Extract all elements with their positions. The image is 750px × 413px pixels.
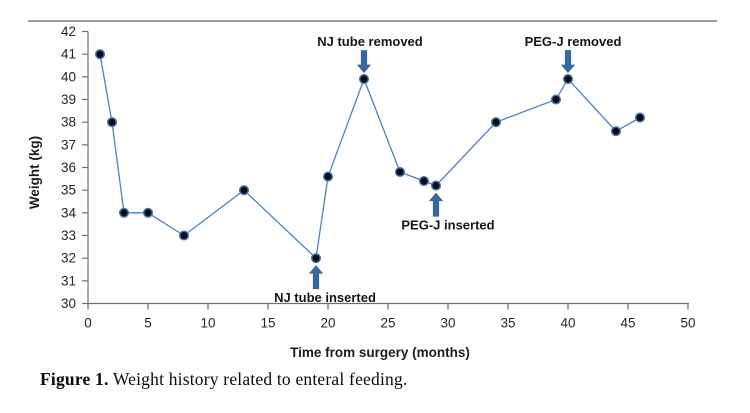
y-tick-label: 32: [61, 251, 76, 266]
data-point: [310, 253, 322, 264]
x-tick-label: 45: [620, 316, 635, 331]
y-tick-label: 36: [61, 160, 76, 175]
x-tick-label: 5: [144, 316, 152, 331]
y-tick-label: 41: [61, 47, 76, 62]
y-tick-label: 33: [61, 228, 76, 243]
data-point: [490, 117, 502, 128]
data-point: [106, 117, 118, 128]
y-axis-title: Weight (kg): [27, 136, 42, 209]
annotation-label: PEG-J removed: [525, 34, 622, 49]
annotation-arrow: [308, 265, 324, 290]
data-point: [142, 207, 154, 218]
top-rule: [28, 20, 717, 22]
x-tick-label: 40: [560, 316, 575, 331]
annotation-label: NJ tube removed: [317, 34, 423, 49]
y-tick-label: 39: [61, 92, 76, 107]
data-point: [394, 166, 406, 178]
x-tick-label: 25: [380, 316, 395, 331]
y-tick-label: 31: [61, 273, 76, 288]
x-tick-label: 10: [200, 316, 215, 331]
data-point: [322, 171, 334, 182]
x-axis-title: Time from surgery (months): [290, 345, 470, 360]
x-tick-label: 30: [440, 316, 455, 331]
annotation-label: NJ tube inserted: [274, 290, 376, 305]
data-point: [358, 74, 370, 85]
data-point: [550, 94, 562, 105]
data-point: [430, 180, 442, 191]
weight-line: [99, 54, 641, 260]
y-tick-label: 37: [61, 137, 76, 152]
y-tick-label: 30: [61, 296, 76, 311]
figure-caption-label: Figure 1.: [40, 369, 109, 389]
x-tick-label: 0: [84, 316, 92, 331]
data-point: [610, 126, 622, 137]
annotation-arrow: [560, 50, 576, 74]
data-point: [238, 185, 250, 196]
weight-chart: 30 31 32 33 34 35 36 37 38 39 40 41 42 0 5 10 15 20 25 30 35…: [27, 24, 696, 360]
x-tick-label: 50: [680, 316, 695, 331]
y-tick-label: 38: [61, 115, 76, 130]
x-tick-label: 15: [260, 316, 275, 331]
x-tick-label: 20: [320, 316, 335, 331]
data-point: [418, 176, 430, 187]
annotation-arrow: [428, 192, 444, 217]
y-tick-label: 35: [61, 183, 76, 198]
data-point: [562, 74, 574, 85]
data-point: [118, 207, 130, 218]
x-tick-label: 35: [500, 316, 515, 331]
annotation-label: PEG-J inserted: [401, 218, 494, 233]
data-point: [94, 49, 106, 60]
y-tick-label: 42: [61, 24, 76, 39]
y-tick-label: 40: [61, 69, 76, 84]
figure-caption: Figure 1. Weight history related to ente…: [40, 369, 408, 390]
data-point: [178, 230, 190, 241]
figure-caption-text: Weight history related to enteral feedin…: [108, 369, 408, 389]
y-tick-label: 34: [61, 205, 77, 220]
annotation-arrow: [356, 50, 372, 74]
data-point: [634, 112, 646, 123]
